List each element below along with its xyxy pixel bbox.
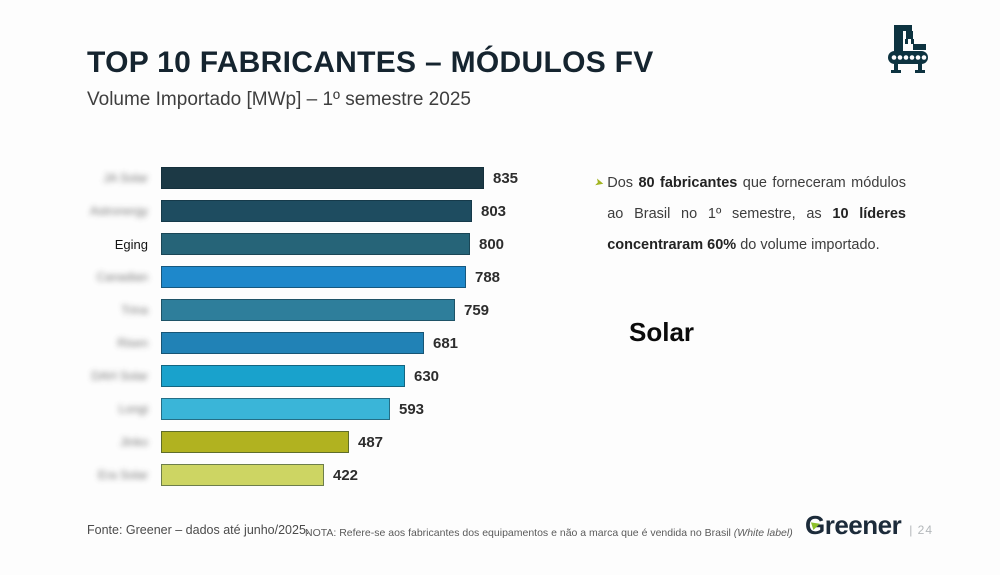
chart-row: Trina 759 <box>82 299 518 321</box>
bar-chart: JA Solar 835 Astronergy 803 Eging 800 Canadian… <box>82 167 518 497</box>
annotation-text: Dos 80 fabricantes que forneceram módulo… <box>607 175 906 253</box>
chart-row: Jinko 487 <box>82 431 518 453</box>
bar-value-label: 630 <box>414 367 440 385</box>
bar <box>161 464 324 486</box>
bar <box>161 365 405 387</box>
bar <box>161 233 470 255</box>
bar-value-label: 788 <box>475 268 501 286</box>
bar-value-label: 835 <box>493 169 519 187</box>
bar-category-label: Astronergy <box>89 204 148 218</box>
page-title: TOP 10 FABRICANTES – MÓDULOS FV <box>87 46 654 79</box>
footnote-text: NOTA: Refere-se aos fabricantes dos equi… <box>305 527 734 539</box>
bar <box>161 200 472 222</box>
page-subtitle: Volume Importado [MWp] – 1º semestre 202… <box>87 89 471 110</box>
bar-category-label: Trina <box>121 303 148 317</box>
factory-conveyor-icon <box>886 22 930 79</box>
bar-value-label: 422 <box>333 466 359 484</box>
bar-category-label: Canadian <box>96 270 148 284</box>
chart-row: JA Solar 835 <box>82 167 518 189</box>
bar-value-label: 487 <box>358 433 384 451</box>
bar-value-label: 681 <box>433 334 459 352</box>
chart-row: Canadian 788 <box>82 266 518 288</box>
brand-wordmark: Greener <box>805 510 902 540</box>
footnote-italic: (White label) <box>733 527 793 539</box>
chart-row: Astronergy 803 <box>82 200 518 222</box>
bar-category-label: Longi <box>118 402 148 416</box>
bar-category-label: Era Solar <box>97 468 148 482</box>
chart-row: Longi 593 <box>82 398 518 420</box>
bar <box>161 299 455 321</box>
bar-category-label: JA Solar <box>103 171 148 185</box>
header: TOP 10 FABRICANTES – MÓDULOS FV Volume I… <box>87 46 654 111</box>
bar-value-label: 759 <box>464 301 490 319</box>
footnote: NOTA: Refere-se aos fabricantes dos equi… <box>305 527 793 539</box>
chart-row: Eging 800 <box>82 233 518 255</box>
bar-value-label: 803 <box>481 202 507 220</box>
bar-value-label: 800 <box>479 235 505 253</box>
page-number: | 24 <box>909 523 934 537</box>
source-note: Fonte: Greener – dados até junho/2025. <box>87 523 310 537</box>
bar <box>161 167 484 189</box>
arrow-bullet-icon: ➤ <box>593 176 606 191</box>
bar-category-label: Jinko <box>119 435 148 449</box>
bar <box>161 266 466 288</box>
bar-category-label: DAH Solar <box>91 369 148 383</box>
bar <box>161 332 424 354</box>
solar-overlay-text: Solar <box>629 317 695 347</box>
bar-category-label: Risen <box>117 336 148 350</box>
bar <box>161 431 349 453</box>
chart-row: Era Solar 422 <box>82 464 518 486</box>
greener-logo: Greener | 24 <box>805 510 933 541</box>
bar-category-label: Eging <box>114 236 148 252</box>
bar <box>161 398 390 420</box>
chart-row: DAH Solar 630 <box>82 365 518 387</box>
annotation: ➤ Dos 80 fabricantes que forneceram módu… <box>586 168 906 261</box>
chart-row: Risen 681 <box>82 332 518 354</box>
bar-value-label: 593 <box>399 400 425 418</box>
